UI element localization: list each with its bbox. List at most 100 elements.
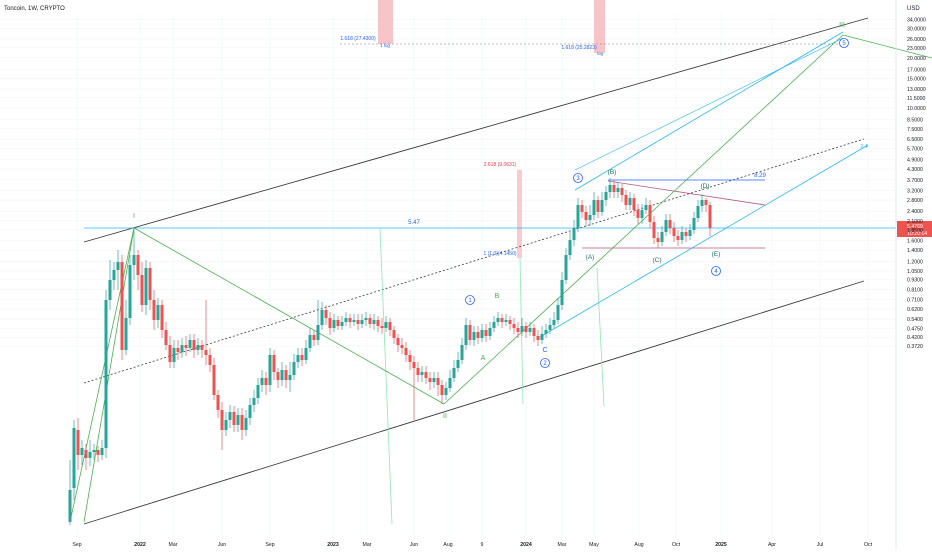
- wave-label-cA: (A): [586, 254, 595, 261]
- wave-label-C: C: [542, 347, 547, 354]
- candle-body: [96, 450, 100, 455]
- y-tick-label: 0.3720: [907, 344, 923, 350]
- x-tick-label: 2024: [520, 542, 532, 548]
- candle-body: [148, 268, 152, 300]
- candle-body: [504, 320, 508, 322]
- candle-body: [248, 405, 252, 418]
- candle-body: [72, 428, 76, 488]
- candle-body: [184, 345, 188, 348]
- wave-line-green: [83, 227, 135, 523]
- candle-body: [368, 318, 372, 324]
- candle-body: [636, 210, 640, 218]
- y-tick-label: 11.5000: [907, 96, 925, 102]
- candle-body: [448, 378, 452, 388]
- candle-body: [108, 280, 112, 300]
- candle-body: [152, 300, 156, 320]
- candle-body: [172, 348, 176, 362]
- x-tick-label: Aug: [443, 542, 452, 548]
- candle-body: [528, 328, 532, 332]
- candle-body: [216, 395, 220, 410]
- y-tick-label: 7.5000: [907, 127, 923, 133]
- candle-body: [652, 222, 656, 238]
- candle-body: [260, 378, 264, 385]
- wave-channel-blue-upper: [574, 31, 844, 191]
- candle-body: [708, 205, 712, 228]
- candle-body: [196, 345, 200, 350]
- candle-body: [464, 325, 468, 345]
- candle-body: [628, 198, 632, 205]
- y-tick-label: 0.9300: [907, 278, 923, 284]
- x-tick-label: Jun: [218, 542, 226, 548]
- x-tick-label: Oct: [864, 542, 873, 548]
- candle-body: [84, 450, 88, 458]
- candle-body: [356, 320, 360, 324]
- candle-body: [180, 345, 184, 352]
- candle-body: [140, 275, 144, 305]
- wave-label-4: 4: [714, 269, 718, 275]
- candle-body: [540, 334, 544, 340]
- candle-body: [396, 338, 400, 345]
- candle-body: [700, 200, 704, 206]
- candle-body: [376, 320, 380, 326]
- candle-body: [212, 365, 216, 395]
- candle-body: [124, 318, 128, 350]
- candle-body: [80, 448, 84, 455]
- candle-body: [664, 220, 668, 232]
- wave-line-green: [133, 227, 445, 405]
- fib-top-right-sub: log: [597, 51, 604, 56]
- candle-body: [484, 330, 488, 336]
- y-tick-label: 23.0000: [907, 46, 926, 52]
- fib-2618-label: 2.618 (9.0631): [484, 162, 517, 168]
- candle-body: [612, 185, 616, 192]
- candle-body: [560, 280, 564, 305]
- wave-label-2: 2: [543, 361, 547, 367]
- candle-body: [132, 255, 136, 265]
- x-tick-label: Jun: [410, 542, 418, 548]
- candle-body: [500, 318, 504, 322]
- wave-label-B: B: [495, 293, 500, 300]
- y-tick-label: 1.6000: [907, 239, 923, 245]
- trendline-layer: [69, 17, 932, 525]
- x-tick-label: May: [589, 542, 599, 548]
- candle-body: [304, 348, 308, 360]
- candle-body: [144, 268, 148, 305]
- candle-body: [492, 322, 496, 328]
- candle-body: [232, 412, 236, 425]
- candle-body: [480, 330, 484, 338]
- y-tick-label: 1.0500: [907, 269, 923, 275]
- candle-body: [520, 326, 524, 332]
- candle-body: [400, 345, 404, 348]
- y-tick-label: 0.4750: [907, 326, 923, 332]
- candle-body: [476, 332, 480, 338]
- candle-body: [488, 328, 492, 336]
- candle-body: [648, 205, 652, 222]
- candle-body: [632, 198, 636, 210]
- x-tick-label: 2025: [715, 542, 727, 548]
- fib-zone-2618: [517, 170, 522, 258]
- candle-body: [444, 388, 448, 395]
- candle-body: [672, 228, 676, 236]
- candle-body: [684, 232, 688, 236]
- candle-body: [620, 188, 624, 195]
- candle-body: [580, 205, 584, 212]
- candle-body: [276, 372, 280, 380]
- wave-line-green: [842, 34, 932, 59]
- channel-upper-line: [83, 17, 869, 243]
- y-tick-label: 6.5000: [907, 137, 923, 143]
- channel-label: 2-4: [860, 144, 867, 150]
- candle-body: [100, 448, 104, 455]
- candle-body: [320, 310, 324, 325]
- candle-body: [552, 320, 556, 325]
- candle-body: [324, 310, 328, 318]
- candle-body: [380, 326, 384, 328]
- wave-line-green: [443, 34, 844, 405]
- wave-label-I: I: [133, 213, 135, 220]
- candle-body: [176, 348, 180, 352]
- candle-body: [384, 322, 388, 328]
- candle-body: [416, 368, 420, 375]
- y-tick-label: 1.8500: [907, 228, 923, 234]
- wave-label-4-circle: [711, 266, 721, 276]
- candle-body: [224, 420, 228, 430]
